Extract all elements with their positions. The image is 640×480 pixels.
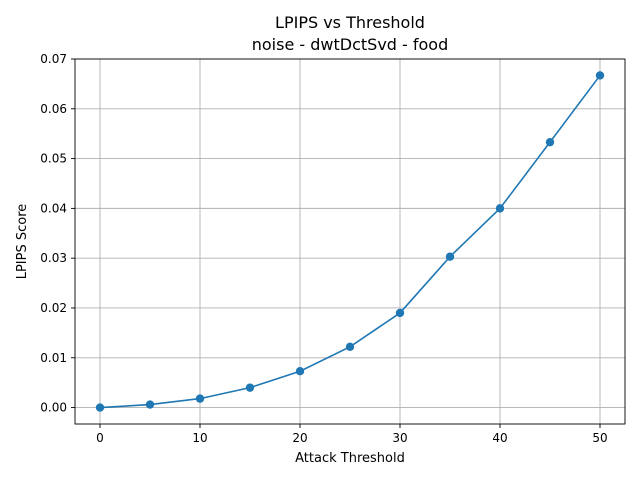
data-point [245, 383, 255, 392]
data-point [595, 71, 605, 80]
x-tick-label: 20 [292, 431, 307, 445]
data-point [95, 403, 105, 412]
y-tick-label: 0.01 [40, 351, 67, 365]
y-tick-label: 0.04 [40, 201, 67, 215]
data-point [345, 342, 355, 352]
axis-ticks: 0 10 20 30 40 50 0.00 0.01 0.02 0.03 0.04 0.05 0.06 0… [40, 52, 607, 445]
x-axis-label: Attack Threshold [295, 451, 405, 466]
y-axis-label: LPIPS Score [15, 204, 30, 280]
y-tick-label: 0.02 [40, 301, 67, 315]
y-tick-label: 0.07 [40, 52, 67, 66]
data-point [145, 400, 155, 409]
data-point [195, 394, 205, 403]
chart-subtitle: noise - dwtDctSvd - food [252, 35, 449, 54]
data-point [295, 367, 305, 376]
data-point [545, 137, 555, 147]
data-point [495, 204, 505, 213]
y-tick-label: 0.03 [40, 251, 67, 265]
x-tick-label: 40 [492, 431, 507, 445]
y-tick-label: 0.06 [40, 102, 67, 116]
chart-title: LPIPS vs Threshold [275, 13, 425, 32]
series-layer [95, 71, 605, 412]
data-point [445, 252, 455, 261]
plot-area-frame [74, 58, 626, 425]
grid-lines [75, 58, 625, 424]
x-tick-label: 30 [392, 431, 407, 445]
x-tick-label: 10 [192, 431, 207, 445]
data-point [395, 308, 405, 318]
x-tick-label: 50 [592, 431, 607, 445]
y-tick-label: 0.00 [40, 401, 67, 415]
y-tick-label: 0.05 [40, 152, 67, 166]
x-tick-label: 0 [96, 431, 104, 445]
